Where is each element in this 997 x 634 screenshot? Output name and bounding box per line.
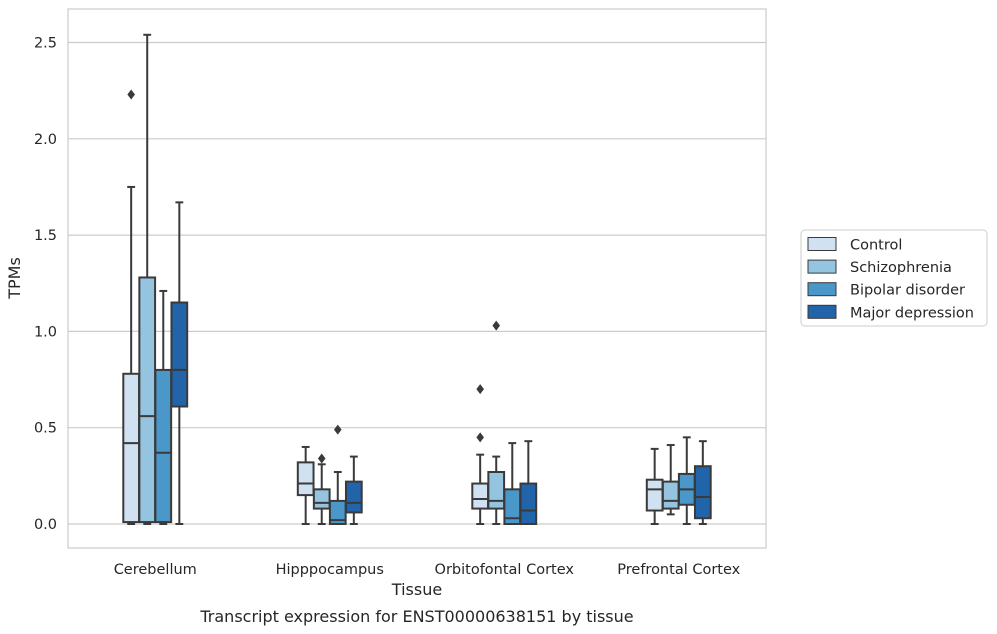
legend: Control Schizophrenia Bipolar disorder Majo… (800, 229, 988, 327)
box (645, 447, 664, 525)
outlier-point (476, 432, 484, 443)
box-body (138, 276, 157, 524)
y-tick-label: 1.0 (34, 324, 57, 340)
x-tick-label: Orbitofontal Cortex (435, 562, 575, 578)
outlier-point (492, 320, 501, 331)
box (170, 201, 189, 525)
y-tick-label: 2.0 (34, 132, 57, 148)
y-tick-label: 0.0 (34, 517, 57, 533)
box-body (645, 478, 664, 512)
box-body (471, 482, 490, 510)
box-body (170, 301, 189, 408)
box (296, 445, 315, 525)
outlier-point (333, 424, 342, 435)
y-tick-label: 2.5 (34, 36, 57, 52)
legend-swatch (807, 237, 837, 251)
legend-label: Control (850, 238, 902, 254)
box-body (487, 470, 506, 510)
x-axis-label: Tissue (391, 580, 442, 599)
x-tick-label: Cerebellum (114, 562, 197, 578)
x-tick-label: Hipppocampus (276, 562, 384, 578)
legend-frame (800, 229, 988, 327)
box-body (693, 465, 712, 520)
y-axis-label: TPMs (5, 257, 24, 300)
chart-caption: Transcript expression for ENST0000063815… (199, 607, 633, 626)
legend-label: Schizophrenia (850, 260, 952, 276)
box (312, 453, 331, 525)
box (344, 455, 363, 525)
legend-swatch (807, 259, 837, 274)
box-body (344, 480, 363, 514)
boxes (122, 33, 712, 525)
outlier-point (317, 453, 326, 464)
y-tick-labels: 0.0 0.5 1.0 1.5 2.0 2.5 (34, 36, 57, 534)
box (677, 436, 696, 525)
box (328, 424, 347, 525)
box (503, 442, 522, 525)
outlier-point (476, 384, 484, 395)
x-tick-labels: Cerebellum Hipppocampus Orbitofontal Corte… (114, 562, 741, 578)
x-tick-label: Prefrontal Cortex (617, 562, 740, 578)
gridlines (68, 41, 766, 525)
legend-label: Major depression (850, 305, 974, 321)
box (122, 89, 141, 525)
box-body (661, 480, 680, 510)
box-body (154, 368, 173, 524)
box-body (519, 482, 538, 525)
box (154, 289, 173, 525)
box (487, 320, 506, 525)
legend-swatch (807, 282, 837, 297)
box (471, 384, 490, 525)
plot-frame (67, 8, 767, 549)
box (693, 440, 712, 525)
box-body (312, 488, 331, 510)
box-body (296, 461, 315, 497)
box (661, 444, 680, 516)
box (138, 33, 157, 525)
box-body (122, 372, 141, 524)
outlier-point (127, 89, 135, 100)
y-tick-label: 0.5 (34, 421, 57, 437)
box (519, 440, 538, 525)
y-tick-label: 1.5 (34, 228, 57, 244)
legend-swatch (807, 304, 837, 319)
legend-label: Bipolar disorder (850, 283, 965, 299)
